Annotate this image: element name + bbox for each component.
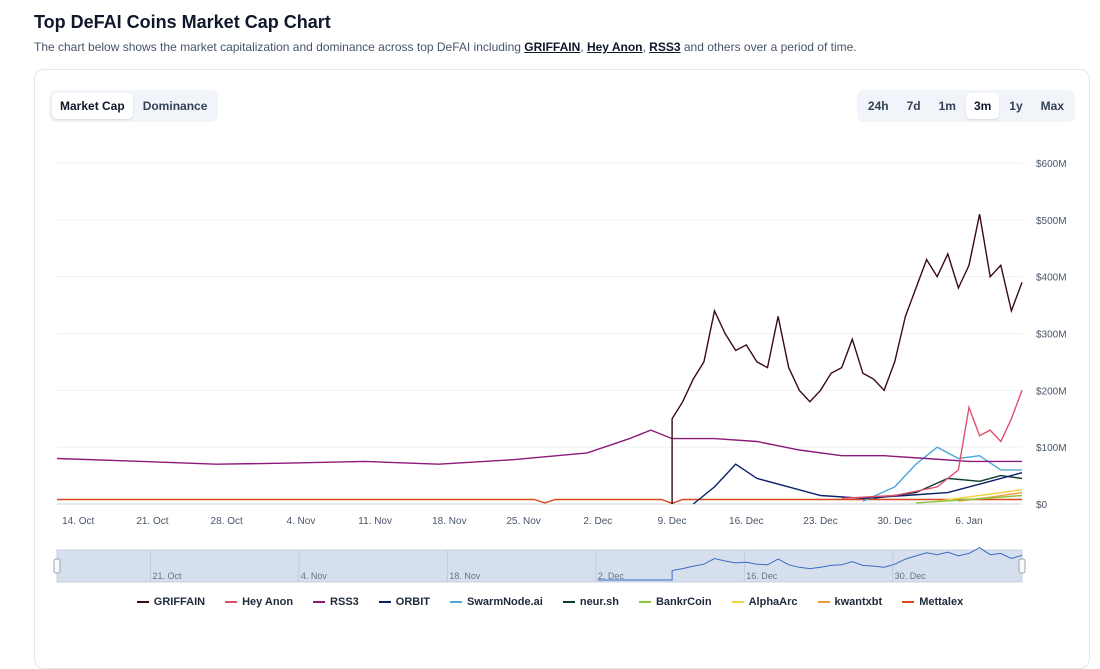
navigator-series-line [597,547,1023,581]
range-max[interactable]: Max [1040,99,1064,113]
legend-swatch [136,601,149,603]
legend-label: GRIFFAIN [153,596,206,608]
legend-swatch [313,601,326,603]
x-tick-label: 25. Nov [506,516,540,527]
legend-item[interactable]: SwarmNode.ai [450,596,543,608]
navigator-tick-label: 16. Dec [746,571,778,581]
y-tick-label: $100M [1036,443,1067,454]
x-tick-label: 9. Dec [658,516,687,527]
page-subtitle: The chart below shows the market capital… [34,40,857,54]
y-tick-label: $600M [1036,159,1067,170]
x-tick-label: 18. Nov [432,516,466,527]
x-tick-label: 16. Dec [729,516,763,527]
y-tick-label: $0 [1036,500,1048,511]
legend-swatch [902,601,915,603]
legend-label: neur.sh [579,596,619,608]
series-line-mettalex [57,498,1022,505]
series-line-hey-anon [841,390,1023,499]
legend-item[interactable]: BankrCoin [638,596,712,608]
legend: GRIFFAIN Hey Anon RSS3 ORBIT SwarmNode.ai neu… [0,596,1100,608]
legend-swatch [378,601,391,603]
legend-item[interactable]: RSS3 [313,596,359,608]
navigator-tick-label: 2. Dec [598,571,625,581]
page-title: Top DeFAI Coins Market Cap Chart [34,12,331,32]
legend-label: SwarmNode.ai [467,596,543,608]
navigator-handle[interactable] [1018,558,1026,574]
x-tick-label: 21. Oct [136,516,168,527]
link-hey-anon[interactable]: Hey Anon [586,40,643,54]
x-tick-label: 11. Nov [358,516,392,527]
market-cap-chart: $0 $100M $200M $300M $400M $500M $600M 14. Oct 2… [53,159,1067,583]
series-line-griffain [671,214,1023,504]
series-line-orbit [692,463,1023,505]
legend-swatch [450,601,463,603]
legend-label: Hey Anon [242,596,294,608]
tab-market-cap[interactable]: Market Cap [52,93,133,119]
subtitle-text: The chart below shows the market capital… [34,40,525,54]
navigator-tick-label: 30. Dec [895,571,927,581]
series-line-neur-sh [873,474,1023,499]
range-1y[interactable]: 1y [1009,99,1023,113]
link-rss3[interactable]: RSS3 [649,40,681,54]
y-tick-label: $500M [1036,216,1067,227]
series-line-bankrcoin [915,494,1023,504]
separator: , [642,40,650,54]
navigator-tick-label: 18. Nov [449,571,481,581]
y-tick-label: $200M [1036,386,1067,397]
range-1m[interactable]: 1m [938,99,956,113]
x-tick-label: 14. Oct [62,516,94,527]
legend-item[interactable]: kwantxbt [817,596,883,608]
range-3m[interactable]: 3m [965,93,1000,119]
series-line-swarmnode-ai [862,446,1022,502]
x-tick-label: 4. Nov [286,516,315,527]
legend-label: RSS3 [330,596,359,608]
navigator-selection[interactable] [56,549,1023,583]
x-tick-label: 23. Dec [803,516,837,527]
y-tick-label: $300M [1036,330,1067,341]
subtitle-text: and others over a period of time. [680,40,857,54]
range-toggle: 24h 7d 1m 3m 1y Max [856,90,1075,122]
series-line-alphaarc [937,489,1023,502]
tab-dominance[interactable]: Dominance [142,99,208,113]
navigator-handle[interactable] [53,558,61,574]
legend-item[interactable]: ORBIT [378,596,431,608]
x-tick-label: 2. Dec [583,516,612,527]
legend-label: kwantxbt [834,596,883,608]
navigator-tick-label: 4. Nov [301,571,328,581]
x-tick-label: 28. Oct [211,516,243,527]
range-7d[interactable]: 7d [906,99,921,113]
legend-item[interactable]: GRIFFAIN [136,596,206,608]
legend-swatch [638,601,651,603]
range-24h[interactable]: 24h [867,99,889,113]
y-tick-label: $400M [1036,273,1067,284]
legend-swatch [562,601,575,603]
x-tick-label: 30. Dec [878,516,912,527]
legend-label: ORBIT [395,596,431,608]
view-toggle: Market Cap Dominance [49,90,219,122]
separator: , [580,40,587,54]
legend-item[interactable]: Mettalex [902,596,963,608]
legend-item[interactable]: AlphaArc [731,596,798,608]
legend-label: Mettalex [919,596,964,608]
legend-label: BankrCoin [655,596,712,608]
legend-swatch [731,601,744,603]
x-tick-label: 6. Jan [955,516,982,527]
legend-item[interactable]: Hey Anon [225,596,293,608]
legend-item[interactable]: neur.sh [562,596,619,608]
legend-swatch [225,601,238,603]
legend-label: AlphaArc [748,596,798,608]
series-line-rss3 [56,429,1022,465]
link-griffain[interactable]: GRIFFAIN [524,40,581,54]
navigator-tick-label: 21. Oct [152,571,182,581]
legend-swatch [817,601,830,603]
